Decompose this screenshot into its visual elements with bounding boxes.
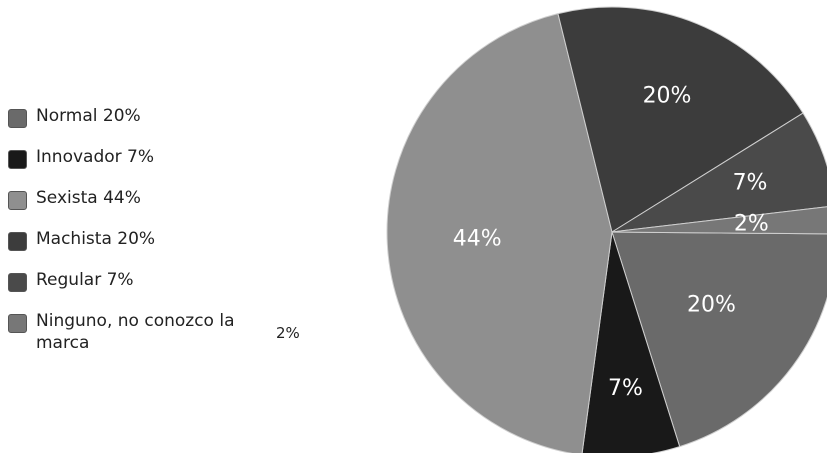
pie-slice-machista <box>557 6 804 233</box>
pie-slice-labels: 20% 7% 44% 20% 7% 2% <box>453 83 769 400</box>
legend-label-machista: Machista 20% <box>36 229 156 249</box>
slice-label-machista: 20% <box>643 83 692 108</box>
pie-slice-normal <box>611 231 827 448</box>
legend-swatch-regular <box>8 273 27 292</box>
slice-label-sexista: 44% <box>453 226 502 251</box>
legend-item-sexista: Sexista 44% <box>8 187 338 228</box>
legend-swatch-normal <box>8 109 27 128</box>
chart-legend: Normal 20% Innovador 7% Sexista 44% Mach… <box>8 105 338 353</box>
legend-pct-ninguno: 2% <box>276 324 300 342</box>
legend-label-regular: Regular 7% <box>36 270 134 290</box>
pie-slice-ninguno <box>611 206 827 235</box>
legend-item-machista: Machista 20% <box>8 228 338 269</box>
slice-label-innovador: 7% <box>608 376 643 401</box>
slice-label-ninguno: 2% <box>734 211 769 236</box>
legend-item-ninguno: Ninguno, no conozco la marca 2% <box>8 310 338 353</box>
pie-slice-regular <box>611 112 827 233</box>
legend-label-sexista: Sexista 44% <box>36 188 141 208</box>
legend-label-normal: Normal 20% <box>36 106 141 126</box>
legend-swatch-machista <box>8 232 27 251</box>
legend-label-innovador: Innovador 7% <box>36 147 155 167</box>
slice-label-normal: 20% <box>687 293 736 318</box>
legend-item-regular: Regular 7% <box>8 269 338 310</box>
legend-item-normal: Normal 20% <box>8 105 338 146</box>
pie-slice-innovador <box>581 231 681 453</box>
pie-slices <box>386 6 827 453</box>
pie-slice-sexista <box>386 12 613 453</box>
legend-label-ninguno: Ninguno, no conozco la marca <box>36 311 235 353</box>
slice-label-regular: 7% <box>733 171 768 196</box>
legend-swatch-ninguno <box>8 314 27 333</box>
legend-swatch-innovador <box>8 150 27 169</box>
legend-swatch-sexista <box>8 191 27 210</box>
legend-item-innovador: Innovador 7% <box>8 146 338 187</box>
